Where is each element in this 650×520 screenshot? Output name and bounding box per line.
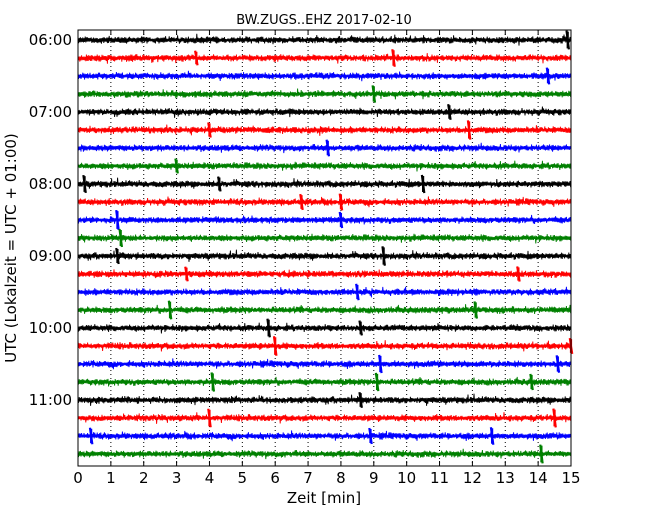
x-tick-label: 10 (397, 469, 416, 487)
event-spike (368, 427, 373, 445)
event-spike (420, 174, 426, 194)
trace-0930 (77, 286, 572, 298)
x-tick-label: 5 (238, 469, 248, 487)
event-spike (338, 211, 344, 229)
x-tick-label: 14 (529, 469, 548, 487)
event-spike (207, 122, 212, 138)
event-spike (381, 246, 386, 266)
event-spike (88, 427, 94, 445)
trace-1015 (77, 340, 572, 352)
y-tick-label: 08:00 (29, 175, 72, 193)
trace-0900 (77, 249, 572, 262)
x-tick-label: 15 (561, 469, 580, 487)
x-tick-label: 12 (463, 469, 482, 487)
x-axis: 0 1 2 3 4 5 6 7 8 9 10 11 12 13 14 15 (73, 30, 581, 487)
trace-0600 (77, 33, 572, 46)
event-spike (489, 427, 495, 445)
chart-title: BW.ZUGS..EHZ 2017-02-10 (236, 13, 412, 28)
trace-0700 (77, 106, 572, 118)
trace-0845 (77, 233, 572, 244)
trace-1045 (77, 376, 572, 387)
event-spike (529, 373, 534, 391)
event-spike (207, 408, 212, 428)
plot-frame (77, 29, 572, 467)
event-spike (552, 408, 557, 428)
trace-0830 (77, 214, 572, 225)
event-spike (539, 444, 544, 464)
trace-0645 (77, 88, 572, 100)
trace-0800 (77, 177, 572, 189)
event-spike (338, 193, 344, 211)
y-tick-label: 11:00 (29, 391, 72, 409)
event-spike (118, 228, 124, 248)
event-spike (371, 85, 377, 103)
trace-group (77, 30, 574, 464)
event-spike (473, 301, 478, 319)
trace-1115 (77, 412, 572, 424)
event-spike (447, 104, 452, 120)
trace-1030 (77, 358, 572, 370)
x-tick-label: 11 (430, 469, 449, 487)
trace-0715 (77, 124, 572, 136)
event-spike (272, 336, 278, 356)
trace-1100 (77, 393, 572, 406)
trace-0615 (77, 53, 572, 64)
trace-1145 (77, 448, 572, 460)
event-spike (210, 372, 216, 392)
event-spike (358, 391, 363, 409)
x-tick-label: 6 (270, 469, 280, 487)
x-tick-label: 1 (106, 469, 116, 487)
event-spike (374, 372, 380, 392)
event-spike (217, 176, 222, 192)
event-spike (358, 320, 363, 336)
y-axis-label: UTC (Lokalzeit = UTC + 01:00) (2, 133, 20, 363)
event-spike (266, 318, 271, 338)
event-spike (378, 354, 383, 374)
x-tick-label: 4 (205, 469, 215, 487)
x-tick-label: 9 (369, 469, 379, 487)
trace-0730 (77, 142, 572, 154)
x-tick-label: 8 (336, 469, 346, 487)
event-spike (545, 67, 551, 85)
event-spike (115, 247, 120, 265)
y-tick-label: 07:00 (29, 103, 72, 121)
grid-lines (110, 30, 539, 466)
y-tick-label: 10:00 (29, 319, 72, 337)
event-spike (555, 355, 561, 373)
event-spike (115, 209, 120, 231)
trace-0945 (77, 304, 572, 314)
event-spike (391, 49, 396, 67)
event-spike (325, 139, 331, 157)
y-tick-label: 06:00 (29, 31, 72, 49)
event-spike (466, 120, 472, 140)
event-spike (355, 283, 360, 301)
y-tick-label: 09:00 (29, 247, 72, 265)
x-tick-label: 2 (139, 469, 149, 487)
trace-0745 (77, 160, 572, 172)
x-tick-label: 0 (73, 469, 83, 487)
event-spike (194, 50, 199, 66)
trace-0915 (77, 269, 572, 279)
trace-1000 (77, 322, 572, 334)
event-spike (167, 300, 173, 320)
trace-1130 (77, 430, 572, 442)
x-tick-label: 3 (172, 469, 182, 487)
x-tick-label: 7 (303, 469, 313, 487)
x-tick-label: 13 (496, 469, 515, 487)
event-spike (184, 266, 189, 282)
trace-0630 (77, 70, 572, 82)
event-spike (299, 193, 304, 211)
trace-0815 (77, 196, 572, 208)
x-axis-label: Zeit [min] (287, 489, 361, 507)
y-axis: 06:00 07:00 08:00 09:00 10:00 11:00 (29, 31, 571, 409)
event-spike (82, 174, 87, 194)
event-spike (516, 266, 521, 282)
event-spike (174, 158, 179, 174)
